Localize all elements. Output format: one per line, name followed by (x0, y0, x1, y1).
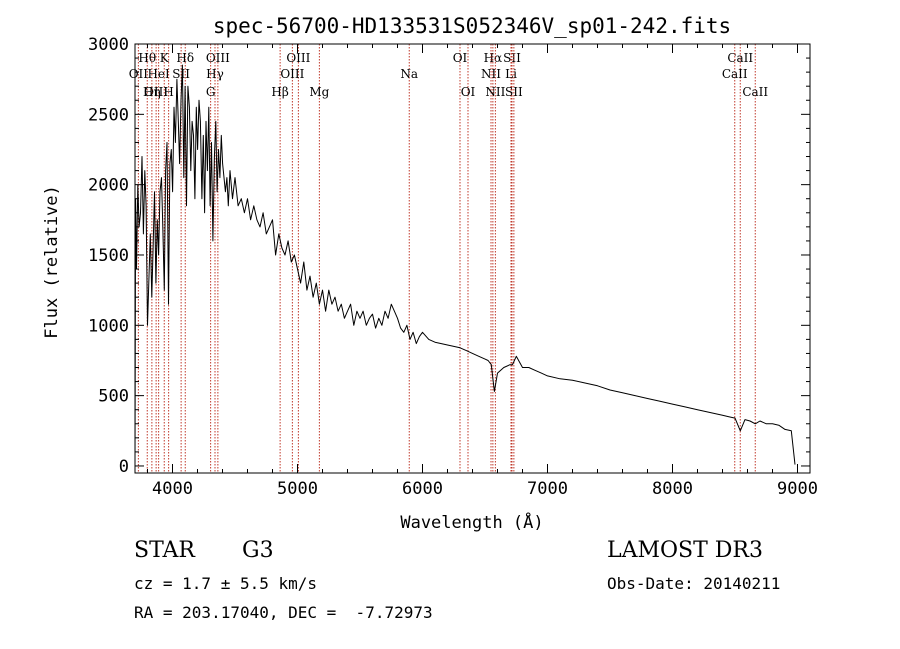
spectral-line-label: NII (485, 85, 505, 99)
y-tick-label: 2500 (88, 105, 129, 125)
spectral-line-label: K (160, 51, 170, 65)
spectral-line-label: SII (172, 67, 190, 81)
survey-name: LAMOST DR3 (607, 538, 763, 563)
spectral-line-label: CaII (722, 67, 748, 81)
redshift-text: cz = 1.7 ± 5.5 km/s (134, 574, 318, 593)
spectral-line-label: Hγ (206, 67, 224, 81)
spectral-line-label: Hβ (271, 85, 288, 99)
spectral-line-label: NII (481, 67, 501, 81)
x-tick-label: 5000 (277, 479, 318, 499)
chart-title: spec-56700-HD133531S052346V_sp01-242.fit… (213, 14, 731, 38)
x-tick-label: 6000 (402, 479, 443, 499)
spectral-line-label: G (206, 85, 216, 99)
series-layer (134, 64, 796, 467)
coordinates-text: RA = 203.17040, DEC = -7.72973 (134, 603, 433, 622)
spectral-line-label: CaII (727, 51, 753, 65)
spectral-line-label: Mg (309, 85, 329, 99)
spectral-line-label: HeI (147, 67, 170, 81)
spectral-line-label: OIII (286, 51, 310, 65)
x-tick-label: 8000 (652, 479, 693, 499)
subclass: G3 (242, 538, 274, 563)
x-tick-label: 4000 (152, 479, 193, 499)
x-tick-label: 9000 (777, 479, 818, 499)
y-tick-label: 2000 (88, 176, 129, 196)
spectral-lines: Hθ OII OIII K HeI Hη SII H Hδ OIII Hγ G OIII OIII Hβ Mg… (129, 44, 768, 473)
spectral-line-label: Hδ (176, 51, 194, 65)
spectrum-series-line (134, 64, 796, 467)
object-class: STAR (134, 538, 195, 563)
x-tick-label: 7000 (527, 479, 568, 499)
spectral-line-label: OIII (206, 51, 230, 65)
spectral-line-label: OIII (280, 67, 304, 81)
spectral-line-label: CaII (742, 85, 768, 99)
spectral-line-label: H (163, 85, 173, 99)
spectral-line-label: OI (453, 51, 468, 65)
spectral-line-label: OII (129, 67, 149, 81)
obs-date: Obs-Date: 20140211 (607, 574, 781, 593)
spectral-line-label: Hθ (138, 51, 156, 65)
y-tick-label: 3000 (88, 35, 129, 55)
spectral-line-label: SII (505, 85, 523, 99)
spectral-line-label: OI (461, 85, 476, 99)
axes: 4000 5000 6000 7000 8000 9000 0 500 1000 1500 2000… (88, 35, 818, 499)
x-axis-label: Wavelength (Å) (400, 511, 543, 533)
spectral-line-label: OIII (144, 85, 168, 99)
y-tick-label: 0 (119, 457, 129, 477)
y-tick-label: 1500 (88, 246, 129, 266)
spectral-line-label: Hη (143, 85, 161, 99)
spectral-line-label: Hα (484, 51, 503, 65)
spectral-line-label: Na (400, 67, 418, 81)
spectral-line-label: Li (505, 67, 517, 81)
spectral-line-label: SII (503, 51, 521, 65)
plot-frame (134, 43, 811, 474)
y-tick-label: 1000 (88, 316, 129, 336)
y-tick-label: 500 (98, 387, 129, 407)
y-axis-label: Flux (relative) (42, 185, 62, 339)
